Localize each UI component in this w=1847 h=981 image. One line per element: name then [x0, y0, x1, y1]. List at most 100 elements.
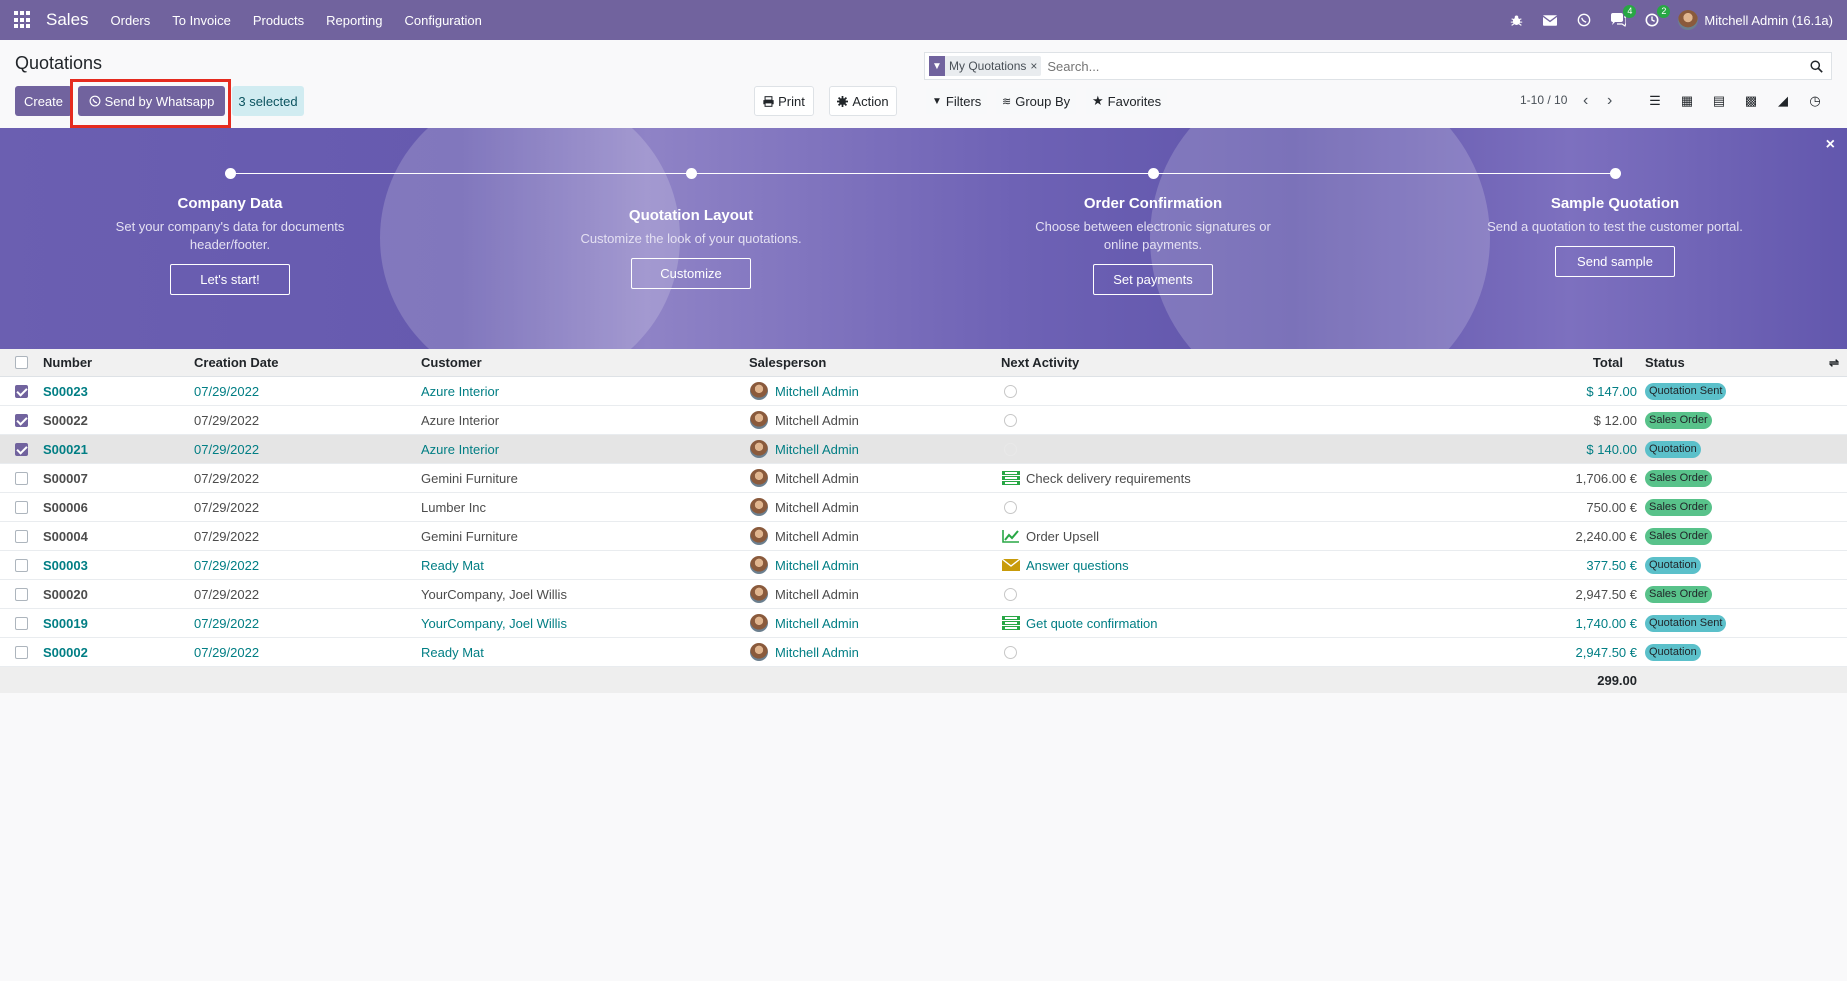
- pivot-view-icon[interactable]: ▩: [1744, 93, 1758, 108]
- table-row[interactable]: S00019 07/29/2022 YourCompany, Joel Will…: [0, 609, 1847, 638]
- row-checkbox[interactable]: [15, 558, 28, 572]
- table-row[interactable]: S00004 07/29/2022 Gemini Furniture Mitch…: [0, 522, 1847, 551]
- whatsapp-icon[interactable]: [1576, 12, 1592, 28]
- activity-clock-icon[interactable]: [1004, 500, 1017, 514]
- column-next-activity[interactable]: Next Activity: [1001, 355, 1080, 370]
- facet-remove-icon[interactable]: ×: [1030, 59, 1038, 73]
- row-number: S00006: [43, 499, 88, 515]
- table-row[interactable]: S00007 07/29/2022 Gemini Furniture Mitch…: [0, 464, 1847, 493]
- column-settings-icon[interactable]: ⇌: [1828, 355, 1839, 370]
- row-activity: Answer questions: [1026, 557, 1129, 573]
- search-bar: ▼ My Quotations ×: [924, 52, 1832, 80]
- row-checkbox[interactable]: [15, 500, 28, 514]
- step-order-confirmation: Order Confirmation Choose between electr…: [1018, 195, 1288, 295]
- selected-count: 3 selected: [232, 86, 304, 116]
- pager-value[interactable]: 1-10 / 10: [1520, 93, 1568, 107]
- menu-configuration[interactable]: Configuration: [404, 12, 482, 28]
- select-all-checkbox[interactable]: [15, 356, 28, 369]
- search-icon[interactable]: [1810, 59, 1823, 73]
- activity-clock-icon[interactable]: 2: [1644, 5, 1671, 28]
- menu-orders[interactable]: Orders: [110, 12, 151, 28]
- send-by-whatsapp-button[interactable]: Send by Whatsapp: [78, 86, 225, 116]
- pager-previous-icon[interactable]: ‹: [1583, 92, 1589, 109]
- user-menu[interactable]: Mitchell Admin (16.1a): [1678, 10, 1833, 30]
- filters-button[interactable]: ▼ Filters: [926, 88, 988, 114]
- row-checkbox[interactable]: [15, 442, 28, 456]
- print-button[interactable]: Print: [754, 86, 814, 116]
- row-total: 1,740.00 €: [1575, 615, 1637, 631]
- todo-list-icon[interactable]: [1002, 471, 1020, 485]
- table-row[interactable]: S00022 07/29/2022 Azure Interior Mitchel…: [0, 406, 1847, 435]
- mail-icon[interactable]: [1542, 12, 1558, 28]
- table-row[interactable]: S00002 07/29/2022 Ready Mat Mitchell Adm…: [0, 638, 1847, 667]
- group-by-button[interactable]: ≋ Group By: [996, 88, 1077, 114]
- graph-view-icon[interactable]: ◢: [1778, 93, 1788, 108]
- close-icon[interactable]: ×: [1825, 136, 1835, 153]
- apps-menu-icon[interactable]: [14, 11, 32, 29]
- activity-clock-icon[interactable]: [1004, 587, 1017, 601]
- status-badge: Sales Order: [1645, 498, 1712, 516]
- lets-start-button[interactable]: Let's start!: [170, 264, 290, 295]
- create-button[interactable]: Create: [15, 86, 72, 116]
- table-row[interactable]: S00021 07/29/2022 Azure Interior Mitchel…: [0, 435, 1847, 464]
- step-quotation-layout: Quotation Layout Customize the look of y…: [556, 207, 826, 289]
- set-payments-button[interactable]: Set payments: [1093, 264, 1213, 295]
- activities-badge: 2: [1657, 5, 1671, 18]
- row-customer: Gemini Furniture: [421, 528, 518, 544]
- activity-clock-icon[interactable]: [1004, 384, 1017, 398]
- activity-clock-icon[interactable]: [1004, 442, 1017, 456]
- activity-view-icon[interactable]: ◷: [1809, 93, 1821, 108]
- table-row[interactable]: S00023 07/29/2022 Azure Interior Mitchel…: [0, 377, 1847, 406]
- list-view-icon[interactable]: ☰: [1649, 93, 1661, 108]
- action-button[interactable]: Action: [829, 86, 897, 116]
- action-label: Action: [852, 93, 889, 109]
- progress-track: [230, 173, 1616, 174]
- salesperson-avatar: [750, 411, 768, 429]
- column-total[interactable]: Total: [1592, 355, 1623, 370]
- row-checkbox[interactable]: [15, 384, 28, 398]
- salesperson-avatar: [750, 643, 768, 661]
- activity-clock-icon[interactable]: [1004, 413, 1017, 427]
- column-customer[interactable]: Customer: [421, 355, 482, 370]
- table-row[interactable]: S00020 07/29/2022 YourCompany, Joel Will…: [0, 580, 1847, 609]
- column-status[interactable]: Status: [1645, 355, 1685, 370]
- search-input[interactable]: [1047, 58, 1810, 74]
- control-panel: Quotations: [0, 40, 1847, 128]
- row-checkbox[interactable]: [15, 529, 28, 543]
- salesperson-avatar: [750, 382, 768, 400]
- pager-next-icon[interactable]: ›: [1607, 92, 1613, 109]
- table-row[interactable]: S00006 07/29/2022 Lumber Inc Mitchell Ad…: [0, 493, 1847, 522]
- menu-reporting[interactable]: Reporting: [326, 12, 383, 28]
- salesperson-avatar: [750, 469, 768, 487]
- table-row[interactable]: S00003 07/29/2022 Ready Mat Mitchell Adm…: [0, 551, 1847, 580]
- app-brand[interactable]: Sales: [46, 10, 89, 29]
- row-salesperson: Mitchell Admin: [775, 470, 859, 486]
- menu-products[interactable]: Products: [252, 12, 305, 28]
- step-sample-quotation: Sample Quotation Send a quotation to tes…: [1480, 195, 1750, 277]
- menu-to-invoice[interactable]: To Invoice: [172, 12, 231, 28]
- row-checkbox[interactable]: [15, 413, 28, 427]
- kanban-view-icon[interactable]: ▦: [1680, 93, 1694, 108]
- activity-clock-icon[interactable]: [1004, 645, 1017, 659]
- row-checkbox[interactable]: [15, 587, 28, 601]
- row-checkbox[interactable]: [15, 616, 28, 630]
- status-badge: Sales Order: [1645, 585, 1712, 603]
- envelope-icon[interactable]: [1002, 558, 1020, 572]
- column-creation-date[interactable]: Creation Date: [194, 355, 279, 370]
- salesperson-avatar: [750, 440, 768, 458]
- todo-list-icon[interactable]: [1002, 616, 1020, 630]
- line-chart-icon[interactable]: [1002, 529, 1020, 543]
- row-checkbox[interactable]: [15, 645, 28, 659]
- layers-icon: ≋: [1002, 95, 1012, 108]
- favorites-button[interactable]: ★ Favorites: [1086, 88, 1168, 114]
- bug-icon[interactable]: [1508, 12, 1524, 28]
- column-number[interactable]: Number: [43, 355, 93, 370]
- customize-button[interactable]: Customize: [631, 258, 751, 289]
- row-total: 2,240.00 €: [1575, 528, 1637, 544]
- column-salesperson[interactable]: Salesperson: [749, 355, 827, 370]
- send-sample-button[interactable]: Send sample: [1555, 246, 1675, 277]
- row-number: S00021: [43, 441, 88, 457]
- messages-icon[interactable]: 4: [1610, 5, 1637, 28]
- calendar-view-icon[interactable]: ▤: [1712, 93, 1726, 108]
- row-checkbox[interactable]: [15, 471, 28, 485]
